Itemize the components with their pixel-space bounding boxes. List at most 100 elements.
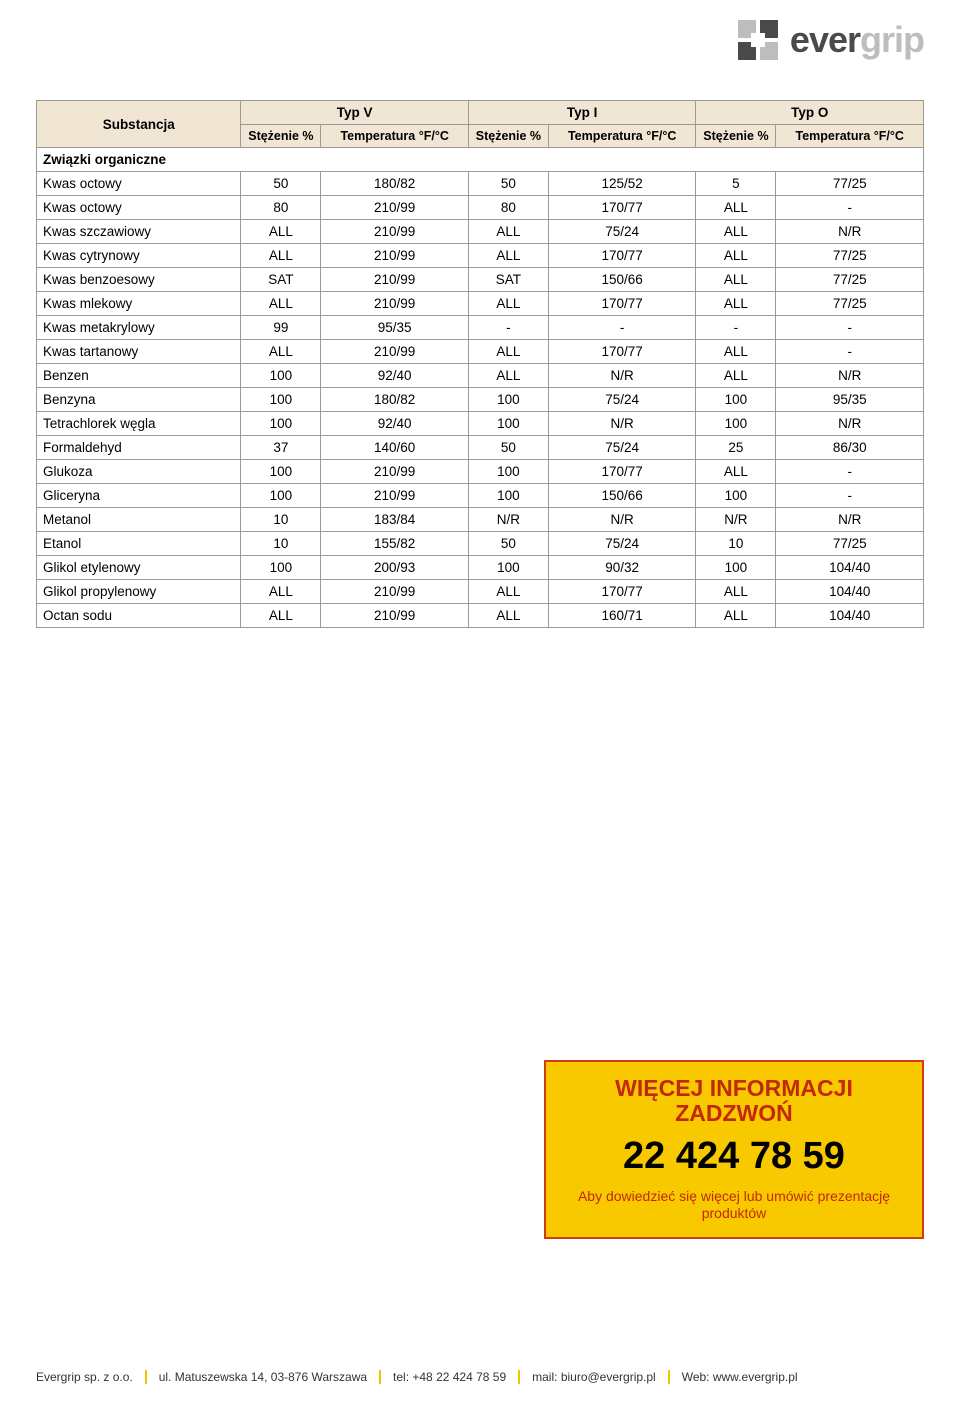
row-substance: Formaldehyd <box>37 436 241 460</box>
row-value: ALL <box>241 580 321 604</box>
th-temp-i: Temperatura °F/°C <box>548 125 696 148</box>
th-substance: Substancja <box>37 101 241 148</box>
row-value: 100 <box>696 484 776 508</box>
row-value: 50 <box>468 172 548 196</box>
table-row: Benzyna100180/8210075/2410095/35 <box>37 388 924 412</box>
row-value: 100 <box>241 388 321 412</box>
row-value: ALL <box>696 268 776 292</box>
row-value: 210/99 <box>321 340 469 364</box>
table-header-row-1: Substancja Typ V Typ I Typ O <box>37 101 924 125</box>
row-substance: Tetrachlorek węgla <box>37 412 241 436</box>
row-value: ALL <box>468 244 548 268</box>
page-footer: Evergrip sp. z o.o. ul. Matuszewska 14, … <box>0 1370 960 1384</box>
table-row: Kwas metakrylowy9995/35---- <box>37 316 924 340</box>
row-value: ALL <box>241 244 321 268</box>
row-value: ALL <box>468 340 548 364</box>
table-row: Glikol propylenowyALL210/99ALL170/77ALL1… <box>37 580 924 604</box>
row-value: 170/77 <box>548 340 696 364</box>
table-row: Kwas benzoesowySAT210/99SAT150/66ALL77/2… <box>37 268 924 292</box>
row-substance: Kwas octowy <box>37 172 241 196</box>
row-value: N/R <box>548 508 696 532</box>
row-value: 210/99 <box>321 484 469 508</box>
row-value: 100 <box>468 556 548 580</box>
row-value: 170/77 <box>548 292 696 316</box>
footer-web-value: www.evergrip.pl <box>713 1370 798 1384</box>
row-value: 25 <box>696 436 776 460</box>
row-value: 210/99 <box>321 604 469 628</box>
table-row: Kwas octowy50180/8250125/52577/25 <box>37 172 924 196</box>
table-body: Związki organiczne Kwas octowy50180/8250… <box>37 148 924 628</box>
row-value: SAT <box>468 268 548 292</box>
row-value: 180/82 <box>321 388 469 412</box>
table-row: Glikol etylenowy100200/9310090/32100104/… <box>37 556 924 580</box>
row-value: N/R <box>776 412 924 436</box>
brand-logo: evergrip <box>736 18 924 62</box>
row-value: 77/25 <box>776 268 924 292</box>
row-value: 50 <box>468 436 548 460</box>
row-substance: Metanol <box>37 508 241 532</box>
row-substance: Kwas metakrylowy <box>37 316 241 340</box>
row-substance: Glikol propylenowy <box>37 580 241 604</box>
row-value: ALL <box>696 220 776 244</box>
th-group-v: Typ V <box>241 101 469 125</box>
row-value: 92/40 <box>321 364 469 388</box>
row-value: ALL <box>468 292 548 316</box>
row-value: ALL <box>696 196 776 220</box>
row-substance: Kwas octowy <box>37 196 241 220</box>
header-logo-wrap: evergrip <box>36 18 924 82</box>
row-value: 92/40 <box>321 412 469 436</box>
th-conc-o: Stężenie % <box>696 125 776 148</box>
row-value: 50 <box>468 532 548 556</box>
cta-phone-number[interactable]: 22 424 78 59 <box>556 1135 912 1178</box>
row-value: - <box>776 484 924 508</box>
row-substance: Kwas tartanowy <box>37 340 241 364</box>
table-row: Glukoza100210/99100170/77ALL- <box>37 460 924 484</box>
row-value: N/R <box>548 412 696 436</box>
row-value: - <box>776 460 924 484</box>
row-value: 160/71 <box>548 604 696 628</box>
row-value: 100 <box>241 460 321 484</box>
row-value: 100 <box>468 460 548 484</box>
row-value: 10 <box>241 508 321 532</box>
chemical-resistance-table: Substancja Typ V Typ I Typ O Stężenie % … <box>36 100 924 628</box>
row-value: 170/77 <box>548 580 696 604</box>
row-value: N/R <box>776 220 924 244</box>
row-value: 104/40 <box>776 556 924 580</box>
row-value: 100 <box>468 388 548 412</box>
row-value: ALL <box>696 460 776 484</box>
row-substance: Gliceryna <box>37 484 241 508</box>
row-value: 100 <box>468 484 548 508</box>
row-value: 155/82 <box>321 532 469 556</box>
row-value: 180/82 <box>321 172 469 196</box>
table-section-row: Związki organiczne <box>37 148 924 172</box>
row-substance: Glukoza <box>37 460 241 484</box>
row-value: - <box>776 196 924 220</box>
row-value: 210/99 <box>321 196 469 220</box>
row-substance: Benzen <box>37 364 241 388</box>
row-value: ALL <box>468 220 548 244</box>
row-value: N/R <box>776 508 924 532</box>
th-conc-i: Stężenie % <box>468 125 548 148</box>
row-value: 75/24 <box>548 436 696 460</box>
brand-mark-icon <box>736 18 780 62</box>
row-substance: Kwas mlekowy <box>37 292 241 316</box>
row-value: - <box>468 316 548 340</box>
row-value: 125/52 <box>548 172 696 196</box>
row-value: 77/25 <box>776 292 924 316</box>
row-value: - <box>696 316 776 340</box>
table-row: Benzen10092/40ALLN/RALLN/R <box>37 364 924 388</box>
footer-tel-label: tel: <box>393 1370 412 1384</box>
row-value: 210/99 <box>321 220 469 244</box>
row-value: ALL <box>696 364 776 388</box>
table-row: Metanol10183/84N/RN/RN/RN/R <box>37 508 924 532</box>
footer-web-label: Web: <box>682 1370 713 1384</box>
row-value: 210/99 <box>321 292 469 316</box>
row-value: N/R <box>468 508 548 532</box>
row-value: 86/30 <box>776 436 924 460</box>
row-value: 210/99 <box>321 580 469 604</box>
row-value: 150/66 <box>548 484 696 508</box>
row-value: 75/24 <box>548 532 696 556</box>
th-group-o: Typ O <box>696 101 924 125</box>
footer-web: Web: www.evergrip.pl <box>670 1370 810 1384</box>
row-substance: Kwas szczawiowy <box>37 220 241 244</box>
